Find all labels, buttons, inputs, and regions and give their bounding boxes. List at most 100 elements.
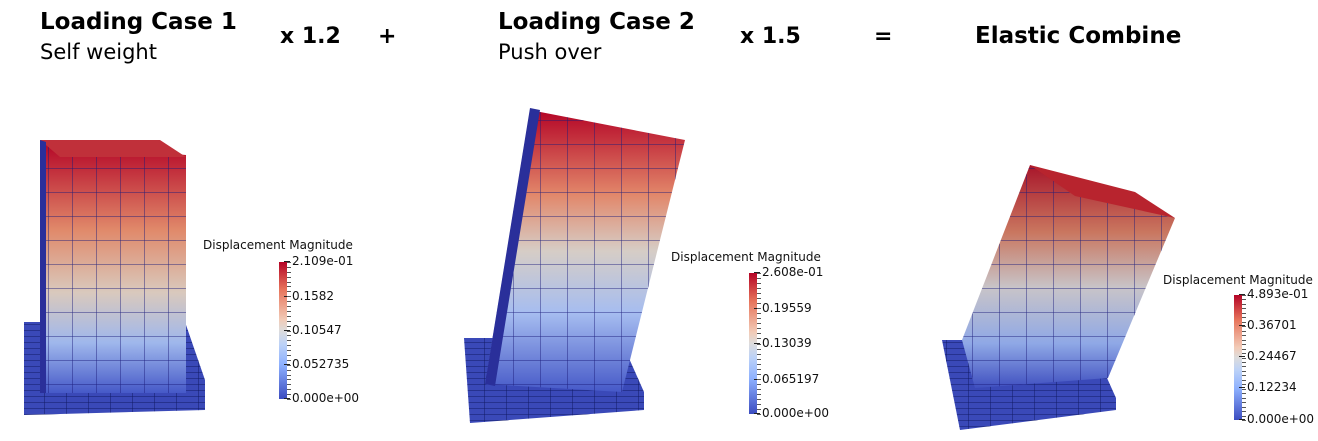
colorbar-minor-tick (287, 296, 291, 298)
colorbar-minor-tick (1242, 303, 1246, 305)
colorbar-minor-tick (1242, 420, 1246, 421)
colorbar-minor-tick (757, 378, 761, 380)
colorbar-minor-tick (1242, 326, 1246, 328)
colorbar-minor-tick (757, 403, 761, 405)
colorbar-minor-tick (287, 330, 291, 332)
equals-sign: = (874, 24, 893, 49)
colorbar-minor-tick (757, 363, 761, 365)
colorbar-minor-tick (1242, 366, 1246, 368)
colorbar-minor-tick (757, 328, 761, 330)
colorbar-minor-tick (757, 293, 761, 295)
factor1-text: x 1.2 (280, 24, 341, 49)
colorbar-minor-tick (1242, 339, 1246, 341)
case1-title: Loading Case 1 (40, 9, 237, 35)
tick-label: 0.24467 (1239, 349, 1297, 363)
colorbar-minor-tick (287, 291, 291, 293)
tick-label: 0.1582 (284, 289, 334, 303)
case2-header: Loading Case 2 Push over (498, 8, 695, 66)
colorbar-minor-tick (287, 359, 291, 361)
colorbar-minor-tick (1242, 415, 1246, 417)
legend-title: Displacement Magnitude (203, 238, 353, 252)
tick-label: 0.13039 (754, 336, 812, 350)
colorbar (1234, 295, 1242, 420)
colorbar-minor-tick (1242, 393, 1246, 395)
colorbar-minor-tick (287, 335, 291, 337)
colorbar-minor-tick (287, 281, 291, 283)
legend-title: Displacement Magnitude (1163, 273, 1313, 287)
case2-title: Loading Case 2 (498, 9, 695, 35)
colorbar-minor-tick (1242, 411, 1246, 413)
colorbar-minor-tick (287, 374, 291, 376)
combine-mesh (942, 165, 1175, 430)
colorbar-minor-tick (1242, 361, 1246, 363)
colorbar-minor-tick (1242, 335, 1246, 337)
colorbar-minor-tick (1242, 384, 1246, 386)
colorbar-minor-tick (1242, 317, 1246, 319)
colorbar-minor-tick (1242, 388, 1246, 390)
colorbar-minor-tick (757, 338, 761, 340)
colorbar-minor-tick (287, 276, 291, 278)
colorbar-minor-tick (757, 333, 761, 335)
colorbar (749, 273, 757, 414)
tick-label: 2.109e-01 (283, 254, 354, 268)
tick-label: 0.052735 (283, 357, 350, 371)
case1-mesh (24, 140, 205, 415)
colorbar-minor-tick (757, 348, 761, 350)
colorbar-minor-tick (287, 384, 291, 386)
plus-sign: + (378, 24, 397, 49)
colorbar-minor-tick (1242, 370, 1246, 372)
colorbar-minor-tick (757, 278, 761, 280)
case2-mesh (464, 108, 685, 423)
colorbar-minor-tick (287, 306, 291, 308)
colorbar-minor-tick (287, 310, 291, 312)
colorbar-minor-tick (757, 383, 761, 385)
colorbar-minor-tick (1242, 348, 1246, 350)
colorbar-minor-tick (1242, 353, 1246, 355)
case1-header: Loading Case 1 Self weight (40, 8, 237, 66)
colorbar-minor-tick (1242, 357, 1246, 359)
tick-label: 0.36701 (1239, 318, 1297, 332)
tick-label: 0.000e+00 (1238, 412, 1315, 426)
colorbar-minor-tick (757, 318, 761, 320)
case1-subtitle: Self weight (40, 40, 157, 64)
colorbar-minor-tick (287, 262, 291, 263)
colorbar (279, 262, 287, 399)
colorbar-minor-tick (757, 368, 761, 370)
colorbar-minor-tick (287, 354, 291, 356)
colorbar-minor-tick (1242, 379, 1246, 381)
colorbar-minor-tick (1242, 330, 1246, 332)
colorbar-minor-tick (757, 343, 761, 345)
colorbar-minor-tick (287, 271, 291, 273)
colorbar-minor-tick (1242, 344, 1246, 346)
colorbar-minor-tick (1242, 321, 1246, 323)
tick-label: 4.893e-01 (1238, 287, 1309, 301)
factor2-text: x 1.5 (740, 24, 801, 49)
colorbar-minor-tick (287, 320, 291, 322)
colorbar-minor-tick (757, 288, 761, 290)
colorbar-minor-tick (757, 298, 761, 300)
combine-title: Elastic Combine (975, 23, 1182, 49)
colorbar-minor-tick (287, 286, 291, 288)
colorbar-minor-tick (1242, 406, 1246, 408)
combine-header: Elastic Combine (975, 22, 1181, 50)
colorbar-minor-tick (1242, 295, 1246, 296)
tick-label: 0.10547 (284, 323, 342, 337)
colorbar-minor-tick (757, 358, 761, 360)
colorbar-minor-tick (287, 394, 291, 396)
colorbar-minor-tick (757, 408, 761, 410)
colorbar-minor-tick (757, 323, 761, 325)
colorbar-minor-tick (757, 388, 761, 390)
tick-label: 0.065197 (753, 372, 820, 386)
colorbar-minor-tick (757, 398, 761, 400)
colorbar-minor-tick (287, 340, 291, 342)
colorbar-minor-tick (757, 283, 761, 285)
colorbar-minor-tick (287, 315, 291, 317)
colorbar-minor-tick (1242, 312, 1246, 314)
tick-label: 0.000e+00 (753, 406, 830, 420)
colorbar-minor-tick (757, 303, 761, 305)
colorbar-minor-tick (287, 379, 291, 381)
colorbar-minor-tick (757, 393, 761, 395)
legend-title: Displacement Magnitude (671, 250, 821, 264)
colorbar-minor-tick (287, 301, 291, 303)
